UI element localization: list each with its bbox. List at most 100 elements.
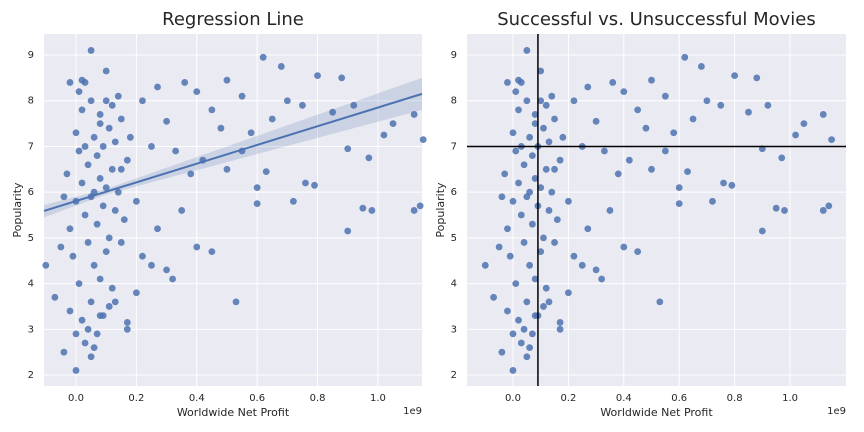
point [163, 117, 170, 125]
point [193, 243, 201, 251]
point [542, 284, 550, 292]
point [75, 147, 83, 155]
point [42, 261, 50, 269]
point [548, 92, 556, 100]
point [78, 179, 86, 187]
point [268, 115, 276, 123]
point [96, 275, 104, 283]
point [311, 181, 318, 189]
y-tick-label: 7 [28, 141, 34, 152]
point [656, 298, 664, 306]
x-tick-label: 0.2 [560, 393, 576, 404]
point [60, 348, 68, 356]
point [781, 207, 788, 214]
point [512, 88, 520, 95]
point [223, 76, 231, 84]
point [344, 227, 352, 235]
point [139, 97, 146, 105]
point [111, 298, 119, 306]
point [498, 348, 506, 356]
point [828, 136, 835, 144]
point [609, 79, 617, 86]
point [154, 225, 161, 233]
point [114, 92, 122, 100]
point [517, 339, 525, 347]
point [193, 88, 201, 95]
point [329, 108, 337, 116]
point [96, 111, 104, 118]
point [132, 197, 140, 205]
point [601, 147, 608, 155]
point [684, 168, 691, 176]
point [359, 204, 367, 212]
point [537, 97, 545, 105]
point [90, 344, 98, 351]
point [542, 101, 550, 109]
regression-line [43, 92, 423, 212]
plot-area [467, 34, 846, 386]
point [84, 325, 92, 333]
point [825, 202, 833, 210]
point [625, 156, 633, 164]
point [111, 138, 119, 146]
point [181, 79, 189, 86]
point [105, 234, 113, 242]
point [84, 239, 92, 246]
point [410, 207, 418, 214]
point [528, 330, 536, 338]
point [60, 193, 68, 201]
point [517, 79, 525, 86]
point [93, 220, 101, 228]
point [259, 53, 267, 61]
chart-title: Regression Line [162, 9, 304, 30]
point [419, 136, 427, 144]
y-tick-label: 6 [28, 187, 34, 198]
point [800, 120, 808, 127]
point [247, 129, 255, 137]
point [570, 97, 578, 105]
point [620, 88, 628, 95]
point [548, 188, 556, 196]
point [551, 115, 558, 123]
point [634, 248, 642, 256]
x-offset-label: 1e9 [827, 406, 846, 417]
point [90, 261, 98, 269]
point [365, 154, 373, 162]
y-tick-label: 2 [28, 370, 34, 381]
point [512, 280, 520, 287]
point [66, 225, 74, 233]
point [528, 220, 536, 228]
point [154, 83, 161, 91]
point [223, 165, 231, 173]
point [778, 154, 786, 162]
point [93, 330, 101, 338]
point [661, 92, 669, 100]
point [531, 111, 539, 118]
y-tick-label: 2 [451, 370, 457, 381]
point [703, 97, 711, 105]
x-tick-label: 0.0 [505, 393, 521, 404]
point [540, 234, 547, 242]
point [509, 129, 517, 137]
x-tick-label: 0.8 [727, 393, 743, 404]
point [758, 227, 766, 235]
point [753, 74, 761, 82]
point [111, 207, 119, 214]
point [520, 325, 528, 333]
point [620, 243, 628, 251]
point [559, 133, 567, 141]
point [123, 319, 131, 326]
point [139, 252, 146, 260]
y-tick-label: 8 [28, 96, 34, 107]
point [584, 225, 592, 233]
point [302, 179, 309, 187]
point [526, 344, 534, 351]
point [277, 63, 285, 70]
point [526, 261, 534, 269]
x-tick-label: 0.6 [249, 393, 265, 404]
point [551, 165, 558, 173]
point [350, 101, 358, 109]
point [81, 143, 89, 150]
y-tick-label: 4 [451, 279, 457, 290]
point [132, 289, 140, 297]
